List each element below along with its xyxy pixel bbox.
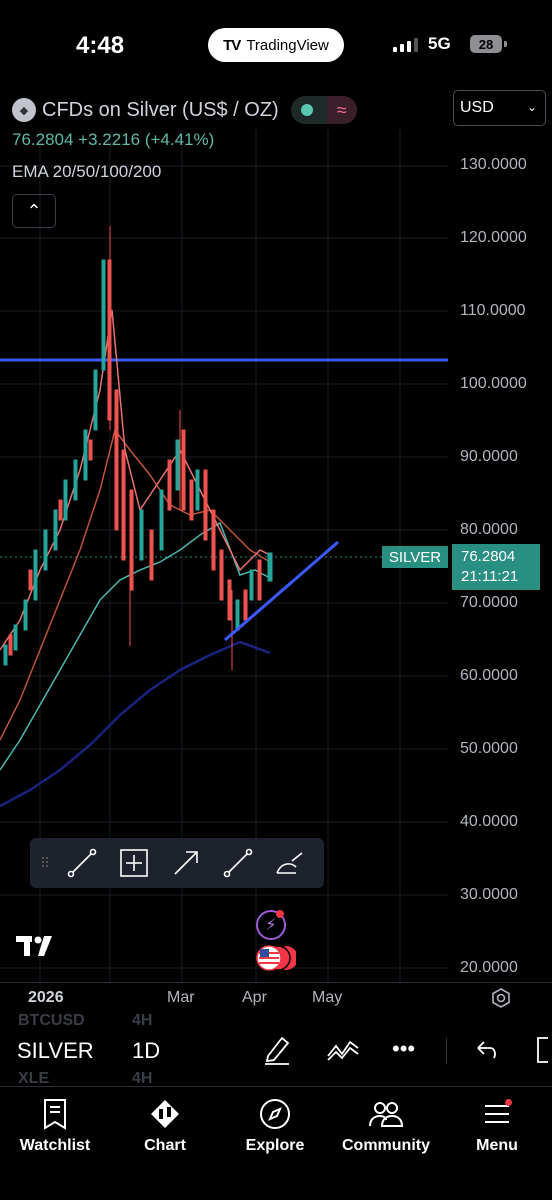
- undo-icon[interactable]: [474, 1034, 500, 1066]
- ray-icon: [223, 848, 253, 878]
- watchlist-icon: [44, 1099, 66, 1130]
- bar-countdown: 21:11:21: [461, 568, 519, 585]
- price-axis-label: 110.0000: [460, 302, 526, 319]
- tab-bar: Watchlist Chart Explore Community: [0, 1086, 552, 1200]
- price-axis-label: 20.0000: [460, 959, 518, 976]
- symbol-price-label: SILVER: [382, 546, 448, 568]
- notification-dot: [276, 910, 284, 918]
- compass-icon: [260, 1099, 290, 1129]
- arrow-tool[interactable]: [160, 838, 212, 888]
- chart-settings-icon[interactable]: [490, 987, 512, 1009]
- tab-label: Menu: [476, 1137, 518, 1154]
- currency-select[interactable]: USD ⌄: [453, 90, 546, 126]
- arrow-icon: [174, 851, 198, 875]
- tradingview-logo-icon: [16, 936, 52, 956]
- silver-symbol-icon: ◆: [12, 98, 36, 122]
- symbol-title: CFDs on Silver (US$ / OZ): [42, 98, 279, 121]
- brush-tool[interactable]: [264, 838, 316, 888]
- symbol-bar: SILVER 1D •••: [0, 1030, 552, 1072]
- tradingview-pill-label: TradingView: [246, 36, 329, 54]
- community-icon: [369, 1102, 404, 1127]
- price-axis-label: 120.0000: [460, 229, 527, 246]
- price-axis-label: 80.0000: [460, 521, 518, 538]
- price-axis-label: 130.0000: [460, 156, 527, 173]
- ema-50-line: [0, 428, 271, 741]
- tab-chart[interactable]: Chart: [110, 1097, 220, 1155]
- ema-200-line: [0, 640, 271, 808]
- time-axis[interactable]: 2026 Mar Apr May: [0, 982, 552, 1012]
- price-axis-label: 90.0000: [460, 448, 518, 465]
- time-axis-label: May: [312, 989, 343, 1006]
- tradingview-mini-logo-icon: TV: [223, 36, 241, 54]
- interval-selector[interactable]: 1D: [132, 1038, 161, 1063]
- ghost-symbol-below: XLE: [18, 1070, 50, 1087]
- tab-label: Chart: [144, 1137, 186, 1154]
- tab-explore[interactable]: Explore: [220, 1097, 330, 1155]
- brush-icon: [276, 852, 303, 874]
- ray-tool[interactable]: [212, 838, 264, 888]
- price-change: 76.2804 +3.2216 (+4.41%): [12, 130, 215, 149]
- battery-icon: 28: [470, 35, 502, 53]
- separator: [446, 1038, 447, 1064]
- network-type: 5G: [428, 34, 451, 53]
- position-box-icon: [120, 849, 148, 877]
- price-axis-label: 70.0000: [460, 594, 518, 611]
- ghost-symbol-above: BTCUSD: [18, 1012, 85, 1029]
- symbol-header[interactable]: ◆ CFDs on Silver (US$ / OZ) ≈: [12, 96, 357, 124]
- last-price-value: 76.2804: [461, 548, 516, 565]
- tradingview-pill[interactable]: TV TradingView: [208, 28, 344, 62]
- indicators-icon[interactable]: [326, 1034, 360, 1066]
- symbol-selector[interactable]: SILVER: [17, 1038, 94, 1063]
- tab-menu[interactable]: Menu: [442, 1097, 552, 1155]
- status-bar: 4:48 TV TradingView 5G 28: [0, 0, 552, 90]
- drawing-toolbar[interactable]: ⠿: [30, 838, 324, 888]
- us-flag-events-icon[interactable]: [256, 944, 296, 972]
- chevron-up-icon: ⌃: [26, 200, 42, 221]
- battery-tip: [504, 41, 507, 47]
- lightning-icon[interactable]: ⚡: [256, 910, 286, 940]
- long-position-tool[interactable]: [108, 838, 160, 888]
- price-axis-label: 30.0000: [460, 886, 518, 903]
- price-axis-label: 50.0000: [460, 740, 518, 757]
- currency-value: USD: [460, 99, 494, 116]
- price-axis-label: 60.0000: [460, 667, 518, 684]
- market-status-chip[interactable]: ≈: [290, 96, 357, 124]
- tab-label: Community: [342, 1137, 430, 1154]
- chevron-down-icon: ⌄: [526, 100, 537, 114]
- menu-notification-dot: [505, 1099, 512, 1106]
- wave-icon: ≈: [326, 96, 357, 124]
- rising-trend-line[interactable]: [224, 540, 339, 642]
- tab-watchlist[interactable]: Watchlist: [0, 1097, 110, 1155]
- tab-label: Explore: [245, 1137, 305, 1154]
- clock: 4:48: [76, 32, 125, 59]
- candles: [3, 226, 273, 670]
- ghost-interval-above: 4H: [132, 1012, 153, 1029]
- trend-line-icon: [67, 848, 97, 878]
- more-options-icon[interactable]: •••: [392, 1036, 416, 1061]
- indicator-legend[interactable]: EMA 20/50/100/200: [12, 162, 162, 181]
- time-axis-label: 2026: [28, 989, 64, 1006]
- tab-label: Watchlist: [19, 1137, 91, 1154]
- collapse-legend-button[interactable]: ⌃: [12, 194, 56, 228]
- market-open-dot-icon: [300, 104, 313, 116]
- last-price-tag: 76.2804 21:11:21: [452, 544, 540, 590]
- ghost-interval-below: 4H: [132, 1070, 153, 1087]
- cellular-signal-icon: [393, 38, 418, 52]
- tab-community[interactable]: Community: [330, 1097, 442, 1155]
- time-axis-label: Apr: [242, 989, 267, 1006]
- pen-icon[interactable]: [262, 1034, 292, 1066]
- price-axis-label: 100.0000: [460, 375, 527, 392]
- drag-handle-icon[interactable]: ⠿: [40, 855, 52, 871]
- fullscreen-icon[interactable]: [534, 1034, 552, 1066]
- ema-20-line: [0, 309, 271, 651]
- hamburger-icon: [485, 1105, 509, 1123]
- trend-line-tool[interactable]: [56, 838, 108, 888]
- chart-icon: [151, 1100, 179, 1128]
- price-axis-label: 40.0000: [460, 813, 518, 830]
- time-axis-label: Mar: [167, 989, 195, 1006]
